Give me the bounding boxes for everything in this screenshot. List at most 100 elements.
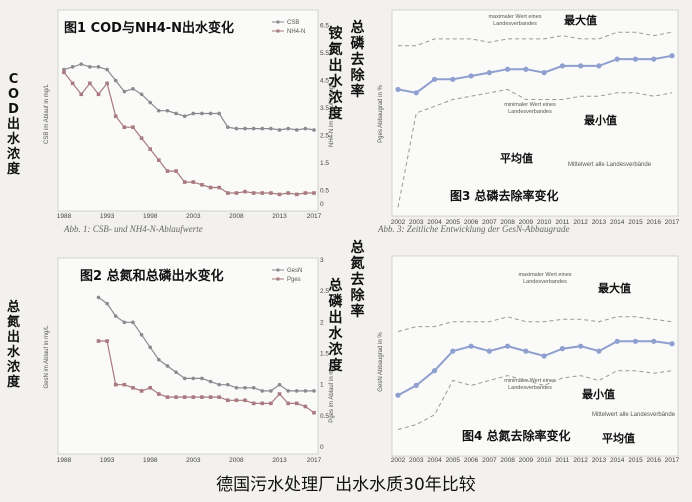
fig1-data-point [70,81,75,86]
fig2-xtick-label: 2013 [272,457,287,462]
fig1-ytick-right-label: 5.5 [320,50,329,57]
fig3-data-point [431,76,438,82]
fig3-data-point [523,66,529,72]
fig3-left-cn-label: 总磷去除率 [350,20,365,100]
fig3-xtick-label: 2011 [555,219,569,226]
fig2-data-point [312,389,316,393]
fig4-data-point [450,348,456,354]
fig1-data-point [122,125,127,129]
fig1-panel: 图1 COD与NH4-N出水变化 CSB NH4-N CSB im Ablauf … [44,9,335,234]
fig2-data-point [148,385,153,390]
fig2-data-point [225,398,230,403]
fig1-data-point [113,78,118,83]
fig1-data-point [139,136,144,140]
fig4-data-point [632,338,639,344]
fig3-data-point [614,56,620,62]
fig1-left-cn-label: COD出水浓度 [6,72,20,177]
fig3-ylabel: Pges Abbaugrad in % [378,84,384,142]
fig1-data-point [96,92,101,97]
fig2-legend-label: GesN [287,268,302,274]
fig1-data-point [96,65,101,69]
fig3-xtick-label: 2014 [610,219,625,226]
fig4-xtick-label: 2005 [446,457,461,464]
fig2-data-point [182,395,187,399]
fig1-data-point [131,87,135,91]
fig1-data-point [122,89,127,94]
fig2-data-point [182,376,187,381]
fig4-plot-area [391,255,679,457]
fig3-data-point [541,70,547,76]
fig2-data-point [148,345,153,350]
fig2-data-point [217,382,221,387]
fig1-data-point [200,111,204,116]
fig3-mean-de: Mittelwert alle Landesverbände [568,162,652,168]
fig1-data-point [165,108,170,113]
fig3-xtick-label: 2016 [646,219,661,226]
fig2-legend: GesN Pges [272,268,302,283]
fig4-mean-cn: 平均值 [602,431,635,445]
fig4-min-cn: 最小值 [582,387,615,401]
fig1-ytick-right-label: 4.5 [320,78,329,85]
fig1-data-point [225,125,230,129]
fig2-data-point [243,385,247,390]
fig2-data-point [251,401,256,406]
fig1-data-point [234,126,239,131]
fig3-data-point [486,70,492,76]
fig1-data-point [157,158,161,162]
fig2-xtick-label: 1998 [143,457,158,462]
fig2-data-point [260,389,265,393]
fig2-series [96,295,316,415]
fig2-xtick-label: 2008 [229,457,244,462]
fig1-data-point [105,67,109,72]
fig2-data-point [234,385,239,390]
fig1-data-point [165,169,170,173]
fig1-data-point [88,81,92,86]
fig3-xtick-label: 2005 [446,219,461,226]
fig2-data-point [217,395,221,399]
fig1-xtick-label: 2008 [229,213,244,220]
fig2-data-point [243,398,247,403]
fig1-data-point [269,191,273,195]
fig2-data-point [251,385,256,390]
fig3-data-point [596,63,602,69]
fig2-legend-marker [276,268,280,272]
fig3-max-de: maximaler Wert eines Landesverbandes [488,14,542,27]
fig2-data-point [294,401,299,406]
fig2-data-point [105,301,109,306]
fig2-data-point [200,376,204,381]
fig1-data-point [286,191,290,195]
fig1-x-axis: 1988 1993 1998 2003 2008 2013 2017 [57,213,322,220]
fig1-data-point [217,111,221,116]
fig2-data-point [105,339,109,343]
fig3-min-de: minimaler Wert eines Landesverbandes [504,102,556,115]
fig4-data-point [669,341,675,347]
fig1-legend-marker [276,29,280,33]
fig1-data-point [208,185,213,190]
fig1-data-point [312,191,316,195]
fig2-left-cn-label: 总氮出水浓度 [6,300,20,390]
fig1-legend-marker [276,20,280,24]
fig3-max-de-wrap: maximaler Wert eines Landesverbandes [488,14,542,27]
fig1-ylabel-right: NH4-N im Ablauf in mg/L [329,80,335,147]
fig1-data-point [260,191,265,195]
fig1-data-point [269,126,273,131]
fig4-xtick-label: 2009 [519,457,534,464]
fig1-data-point [217,185,221,190]
fig2-data-point [113,314,118,318]
fig2-data-point [200,395,204,399]
fig1-data-point [191,111,196,116]
fig4-data-point [651,338,657,344]
fig1-ylabel-left: CSB im Ablauf in mg/L [44,83,50,144]
fig4-series-line-2 [397,370,673,430]
fig3-series-line-2 [397,88,673,208]
fig1-title: 图1 COD与NH4-N出水变化 [64,20,234,36]
fig4-title: 图4 总氮去除率变化 [462,428,571,443]
fig2-data-point [96,339,101,343]
fig3-max-cn: 最大值 [564,13,597,27]
fig2-data-point [208,379,213,384]
fig2-data-point [286,401,290,406]
fig2-data-point [269,389,273,393]
fig1-xtick-label: 2017 [307,213,322,220]
fig4-max-de: maximaler Wert eines Landesverbandes [518,272,572,285]
fig1-data-point [208,111,213,116]
